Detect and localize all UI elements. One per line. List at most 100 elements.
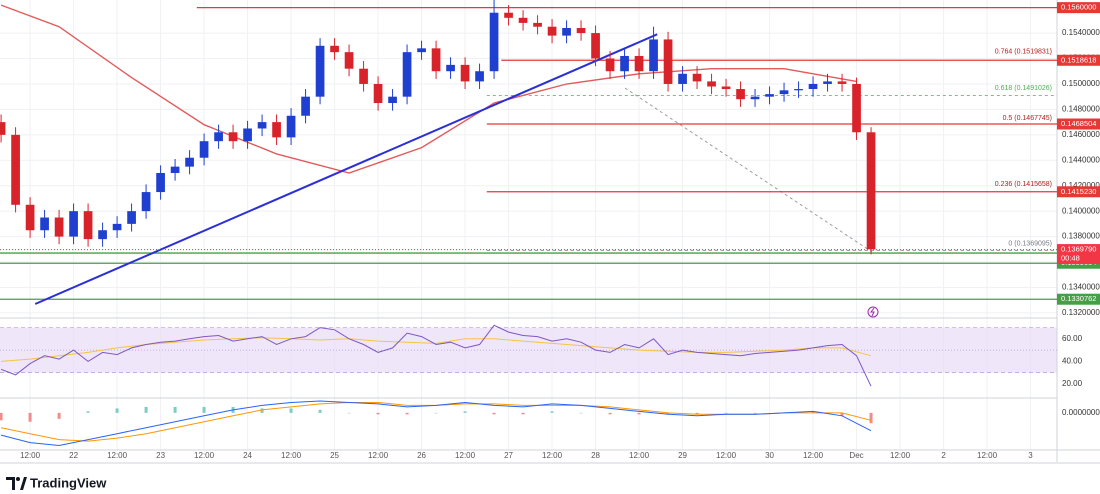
macd-histogram-bar bbox=[811, 411, 815, 413]
candle-body bbox=[591, 33, 600, 59]
macd-histogram-bar bbox=[28, 412, 32, 422]
macd-histogram-bar bbox=[347, 412, 351, 414]
trendline bbox=[34, 33, 658, 305]
candle-body bbox=[402, 52, 412, 97]
fib-diagonal bbox=[624, 87, 873, 253]
candle-body bbox=[83, 211, 93, 240]
x-tick-label: 12:00 bbox=[194, 451, 215, 460]
x-tick-label: 28 bbox=[591, 451, 600, 460]
candle-body bbox=[54, 217, 64, 237]
x-tick-label: 29 bbox=[678, 451, 687, 460]
macd-histogram-bar bbox=[173, 406, 177, 413]
candle-body bbox=[214, 132, 223, 142]
candle-body bbox=[707, 81, 716, 87]
candle-body bbox=[344, 52, 354, 69]
candle-body bbox=[127, 211, 136, 224]
y-tick-label: 0.1400000 bbox=[1062, 206, 1100, 215]
candle-body bbox=[388, 96, 397, 104]
macd-histogram-bar bbox=[115, 408, 119, 413]
macd-histogram-bar bbox=[637, 412, 641, 415]
x-tick-label: 30 bbox=[765, 451, 774, 460]
x-tick-label: 12:00 bbox=[281, 451, 302, 460]
macd-histogram-bar bbox=[318, 409, 322, 413]
x-tick-label: 27 bbox=[504, 451, 513, 460]
candle-body bbox=[489, 12, 499, 72]
rsi-tick-label: 40.00 bbox=[1062, 356, 1083, 365]
candle-body bbox=[170, 166, 180, 173]
macd-histogram-bar bbox=[608, 412, 612, 415]
candle-body bbox=[315, 45, 325, 97]
x-tick-label: 26 bbox=[417, 451, 426, 460]
macd-histogram-bar bbox=[405, 412, 409, 415]
candle-body bbox=[417, 48, 426, 53]
x-tick-label: 22 bbox=[69, 451, 78, 460]
y-tick-label: 0.1460000 bbox=[1062, 130, 1100, 139]
candle-body bbox=[663, 39, 673, 84]
level-label: 0.1415230 bbox=[1061, 187, 1096, 196]
candle-body bbox=[228, 132, 238, 142]
candle-body bbox=[736, 89, 745, 100]
candle-body bbox=[11, 134, 20, 205]
candle-body bbox=[794, 89, 803, 91]
macd-histogram-bar bbox=[724, 412, 728, 414]
candle-body bbox=[0, 122, 6, 135]
candle-body bbox=[431, 48, 441, 72]
candle-body bbox=[576, 27, 586, 34]
candle-body bbox=[98, 230, 107, 240]
candle-body bbox=[634, 55, 644, 72]
fib-label: 0.236 (0.1415658) bbox=[995, 181, 1052, 188]
fib-label: 0 (0.1369095) bbox=[1008, 240, 1052, 247]
candle-body bbox=[373, 83, 383, 104]
candle-body bbox=[504, 12, 513, 18]
level-tag bbox=[1057, 118, 1100, 130]
x-tick-label: 12:00 bbox=[20, 451, 41, 460]
macd-histogram-bar bbox=[463, 411, 467, 413]
macd-histogram-bar bbox=[695, 412, 699, 415]
macd-tick-label: 0.0000000 bbox=[1062, 408, 1100, 417]
candle-body bbox=[808, 83, 818, 90]
macd-histogram-bar bbox=[0, 412, 3, 421]
macd-histogram-bar bbox=[550, 411, 554, 413]
brand-name: TradingView bbox=[30, 475, 107, 490]
candle-body bbox=[620, 55, 629, 72]
level-tag bbox=[1057, 186, 1100, 198]
candle-body bbox=[750, 96, 760, 100]
rsi-line bbox=[0, 324, 872, 387]
x-tick-label: 24 bbox=[243, 451, 252, 460]
candle-body bbox=[25, 204, 35, 231]
current-price-tag bbox=[1057, 244, 1100, 265]
macd-histogram-bar bbox=[86, 411, 90, 413]
x-tick-label: 12:00 bbox=[890, 451, 911, 460]
candle-body bbox=[460, 64, 470, 82]
x-tick-label: 12:00 bbox=[716, 451, 737, 460]
macd-histogram-bar bbox=[57, 412, 61, 419]
macd-histogram-bar bbox=[202, 406, 206, 413]
y-tick-label: 0.1320000 bbox=[1062, 308, 1100, 317]
level-tag bbox=[1057, 293, 1100, 305]
y-tick-label: 0.1500000 bbox=[1062, 79, 1100, 88]
macd-histogram-bar bbox=[666, 412, 670, 415]
candle-body bbox=[243, 128, 252, 142]
macd-histogram-bar bbox=[260, 408, 264, 413]
candle-body bbox=[649, 39, 658, 72]
candle-body bbox=[185, 157, 194, 167]
rsi-tick-label: 20.00 bbox=[1062, 379, 1083, 388]
countdown: 00:48 bbox=[1061, 254, 1080, 263]
x-tick-label: 12:00 bbox=[629, 451, 650, 460]
macd-histogram-bar bbox=[434, 412, 438, 414]
fib-label: 0.764 (0.1519831) bbox=[995, 49, 1052, 56]
level-tag bbox=[1057, 54, 1100, 66]
candle-body bbox=[837, 81, 847, 84]
candle-body bbox=[199, 141, 209, 158]
level-label: 0.1560000 bbox=[1061, 3, 1096, 12]
y-tick-label: 0.1540000 bbox=[1062, 28, 1100, 37]
macd-histogram-bar bbox=[376, 412, 380, 415]
fib-label: 0.5 (0.1467745) bbox=[1003, 115, 1052, 122]
y-tick-label: 0.1480000 bbox=[1062, 105, 1100, 114]
level-tag bbox=[1057, 2, 1100, 14]
fib-label: 0.618 (0.1491026) bbox=[995, 85, 1052, 92]
macd-signal bbox=[0, 402, 872, 442]
macd-histogram-bar bbox=[144, 406, 148, 413]
x-tick-label: Dec bbox=[849, 451, 863, 460]
